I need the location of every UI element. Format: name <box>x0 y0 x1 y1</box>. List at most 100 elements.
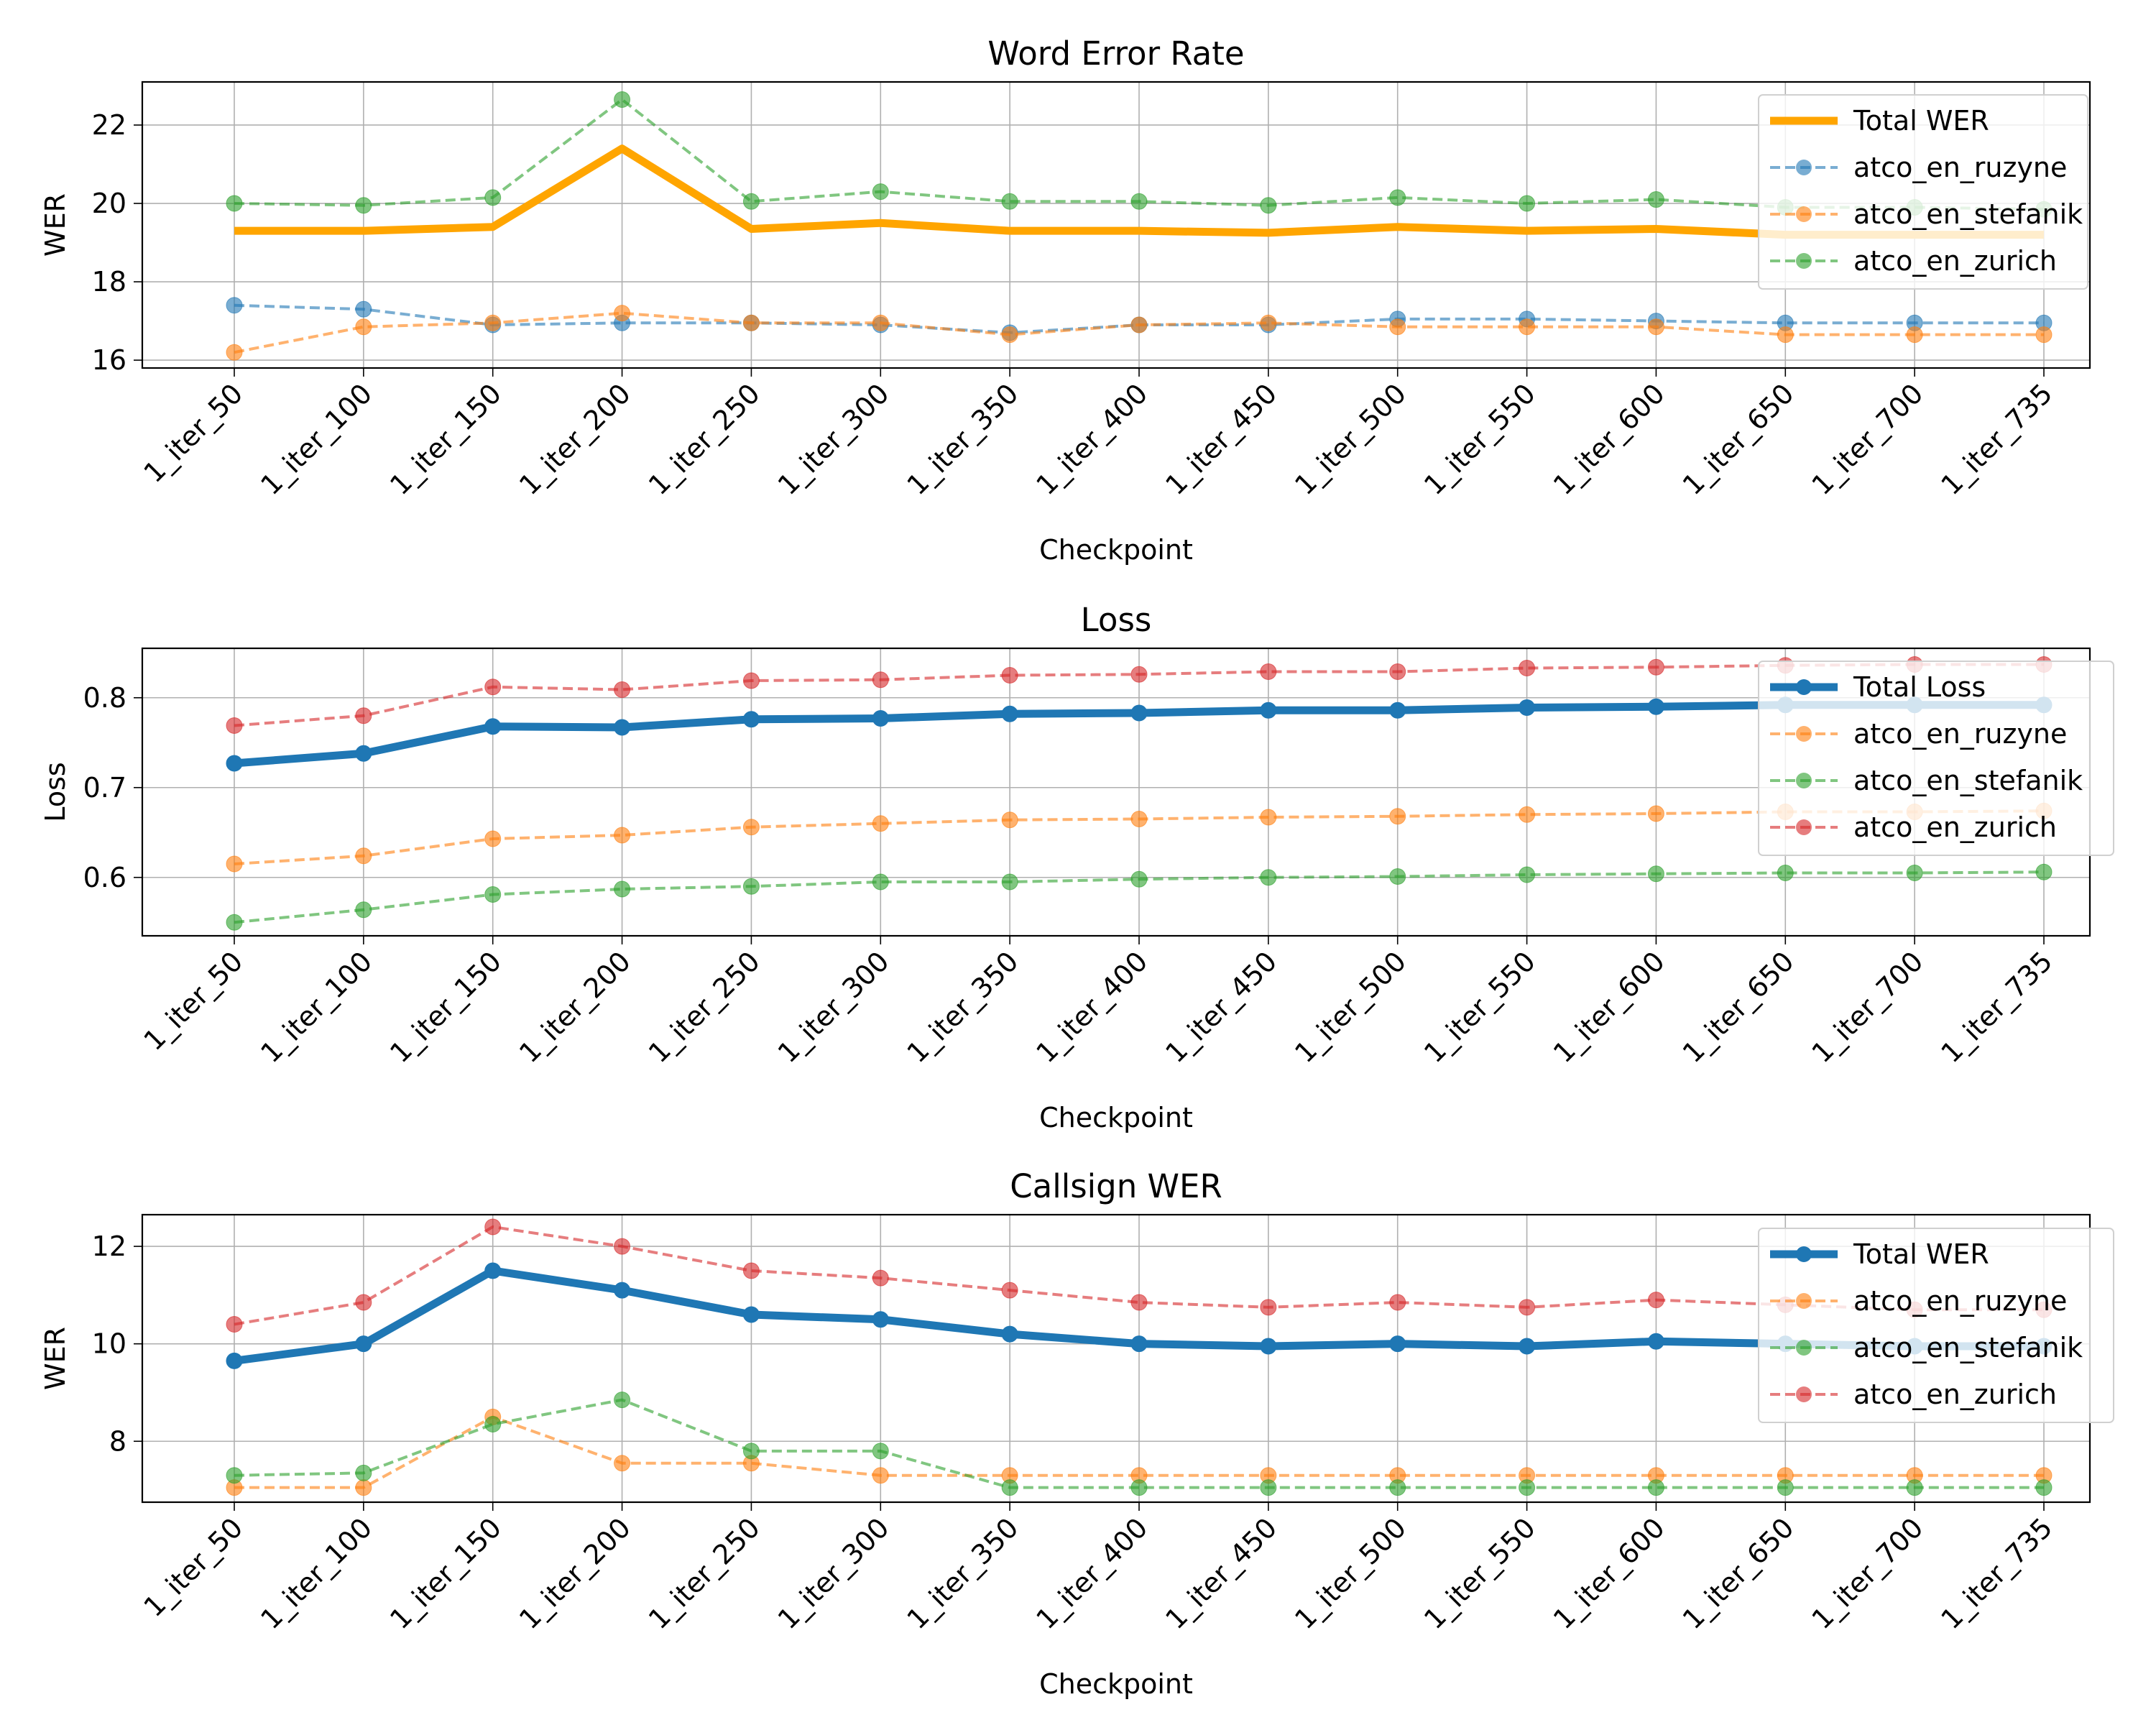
x-axis-label: Checkpoint <box>1039 534 1193 566</box>
x-tick-label: 1_iter_450 <box>1159 1512 1283 1635</box>
legend-box <box>1758 94 2088 290</box>
x-tick-label: 1_iter_250 <box>642 945 766 1069</box>
x-tick-label: 1_iter_450 <box>1159 945 1283 1069</box>
data-point <box>872 183 889 201</box>
data-point <box>1260 197 1277 214</box>
data-point <box>1647 1292 1664 1309</box>
data-point <box>1260 1338 1277 1355</box>
data-point <box>614 719 631 736</box>
x-tick-label: 1_iter_150 <box>384 1512 507 1635</box>
legend-marker <box>1796 726 1812 742</box>
data-point <box>226 344 243 361</box>
data-point <box>1906 1479 1923 1496</box>
x-tick-label: 1_iter_100 <box>254 945 378 1069</box>
data-point <box>1519 1338 1536 1355</box>
data-point <box>742 1306 760 1323</box>
data-point <box>742 819 760 836</box>
x-tick-label: 1_iter_735 <box>1935 1512 2058 1635</box>
data-point <box>614 1282 631 1299</box>
x-tick-label: 1_iter_50 <box>138 945 249 1057</box>
legend-label: atco_en_ruzyne <box>1853 152 2067 183</box>
data-point <box>226 717 243 734</box>
legend-label: atco_en_ruzyne <box>1853 1285 2067 1317</box>
x-tick-label: 1_iter_700 <box>1806 1512 1930 1635</box>
x-tick-label: 1_iter_300 <box>772 945 895 1069</box>
data-point <box>1777 326 1794 344</box>
x-axis-label: Checkpoint <box>1039 1102 1193 1133</box>
x-tick-label: 1_iter_735 <box>1935 377 2058 501</box>
x-tick-label: 1_iter_500 <box>1289 1512 1412 1635</box>
x-tick-label: 1_iter_735 <box>1935 945 2058 1069</box>
data-point <box>1389 663 1406 680</box>
data-point <box>872 873 889 891</box>
legend: Total WER atco_en_ruzyne atco_en_stefanika… <box>1758 1228 2114 1423</box>
chart-title: Callsign WER <box>1010 1167 1222 1205</box>
data-point <box>742 1262 760 1279</box>
data-point <box>484 1416 502 1433</box>
data-point <box>355 847 372 865</box>
data-point <box>1906 865 1923 881</box>
legend-label: Total WER <box>1853 1238 1989 1270</box>
data-point <box>355 318 372 336</box>
data-point <box>614 880 631 898</box>
legend-box <box>1758 661 2114 856</box>
data-point <box>355 1479 372 1496</box>
legend-marker <box>1796 253 1812 269</box>
data-point <box>1647 1479 1664 1496</box>
x-tick-label: 1_iter_300 <box>772 1512 895 1635</box>
data-point <box>614 827 631 844</box>
data-point <box>1389 1479 1406 1496</box>
legend-marker <box>1796 679 1812 695</box>
data-point <box>1777 1479 1794 1496</box>
data-point <box>1001 705 1018 722</box>
subplot-3: 1_iter_50 1_iter_100 1_iter_150 1_iter_200 1… <box>40 1167 2114 1700</box>
data-point <box>226 297 243 314</box>
x-tick-label: 1_iter_250 <box>642 377 766 501</box>
data-point <box>355 300 372 318</box>
x-tick-label: 1_iter_300 <box>772 377 895 501</box>
data-point <box>1389 1335 1406 1353</box>
data-point <box>1130 811 1148 827</box>
data-point <box>226 195 243 212</box>
data-point <box>1260 702 1277 719</box>
data-point <box>1389 868 1406 885</box>
data-point <box>1647 805 1664 822</box>
legend-label: atco_en_stefanik <box>1853 1332 2083 1363</box>
data-point <box>1130 1294 1148 1311</box>
x-tick-label: 1_iter_550 <box>1418 1512 1542 1635</box>
y-tick-label: 16 <box>92 344 126 376</box>
y-tick-label: 20 <box>92 188 126 219</box>
data-point <box>226 1467 243 1484</box>
series-line <box>234 1225 2044 1326</box>
data-point <box>355 707 372 724</box>
x-tick-label: 1_iter_100 <box>254 1512 378 1635</box>
y-tick-label: 22 <box>92 109 126 141</box>
data-point <box>872 1467 889 1484</box>
data-point <box>1130 316 1148 334</box>
x-tick-label: 1_iter_100 <box>254 377 378 501</box>
series-atco_en_ruzyne <box>226 1408 2053 1496</box>
data-point <box>226 755 243 772</box>
data-point <box>1001 1282 1018 1299</box>
data-point <box>1130 666 1148 683</box>
data-point <box>1130 1335 1148 1353</box>
legend-box <box>1758 1228 2114 1423</box>
data-point <box>2035 1479 2053 1496</box>
data-point <box>614 1238 631 1255</box>
data-point <box>1777 865 1794 881</box>
legend-marker <box>1796 1340 1812 1356</box>
x-tick-label: 1_iter_600 <box>1547 377 1671 501</box>
data-point <box>1647 698 1664 715</box>
legend-label: Total Loss <box>1853 671 1986 703</box>
data-point <box>742 193 760 210</box>
data-point <box>484 1262 502 1279</box>
data-point <box>614 1455 631 1472</box>
data-point <box>614 305 631 322</box>
data-point <box>484 718 502 735</box>
data-point <box>1519 866 1536 883</box>
legend-marker <box>1796 819 1812 835</box>
x-tick-label: 1_iter_150 <box>384 945 507 1069</box>
legend-label: atco_en_zurich <box>1853 811 2057 843</box>
data-point <box>1260 1299 1277 1316</box>
